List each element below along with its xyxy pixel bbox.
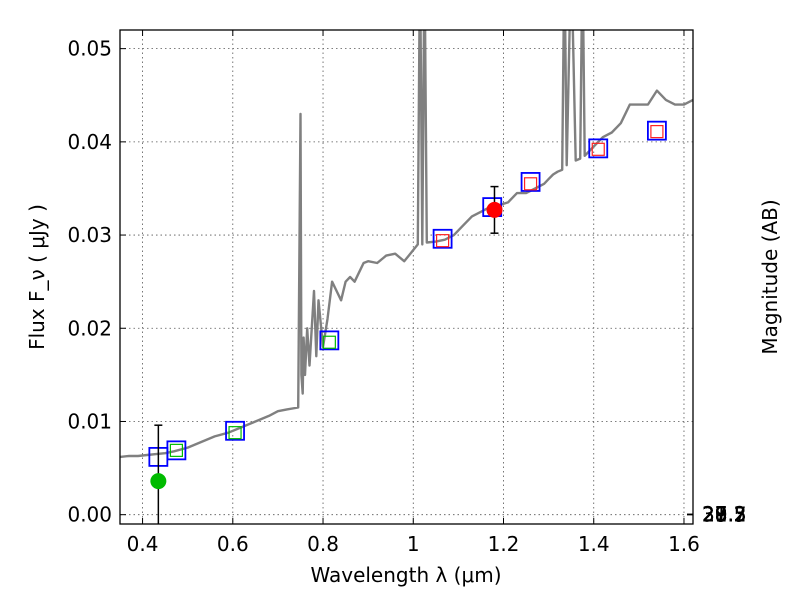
observed-point — [486, 201, 503, 218]
y-tick-label: 0.01 — [67, 409, 112, 433]
x-tick-label: 1 — [407, 532, 420, 556]
spectrum-line — [120, 30, 693, 459]
model-photometry-square — [647, 120, 667, 141]
y-tick-label: 0.04 — [67, 130, 112, 154]
model-photometry-square — [225, 420, 245, 441]
mag-tick-label: 28.2 — [702, 503, 747, 527]
mag-tick-label: 29 — [702, 503, 727, 527]
grid-lines — [120, 30, 693, 524]
y-tick-label: 0.05 — [67, 37, 112, 61]
x-axis-label: Wavelength λ (μm) — [310, 563, 501, 587]
filter-band-square — [228, 426, 242, 440]
y-tick-label: 0.00 — [67, 503, 112, 527]
x-tick-label: 1.6 — [668, 532, 700, 556]
model-photometry-square — [166, 440, 187, 461]
mag-tick-label: 28.5 — [702, 503, 747, 527]
model-photometry-square — [520, 172, 541, 192]
y-axis-label: Flux F_ν ( μJy ) — [25, 204, 49, 350]
x-tick-label: 0.6 — [217, 532, 249, 556]
mag-tick-label: 27.7 — [702, 502, 747, 526]
filter-band-square — [523, 177, 538, 191]
model-photometry-square — [319, 330, 340, 351]
filter-band-square — [591, 142, 605, 156]
axis-ticks: 0.4 0.6 0.8 1 1.2 1.4 1.6 0.00 0.01 0.02 0.03 0.04 0… — [67, 30, 747, 556]
x-tick-label: 0.8 — [307, 532, 339, 556]
x-tick-label: 1.2 — [488, 532, 520, 556]
mag-tick-label: 27.3 — [702, 502, 747, 526]
mag-tick-label: 27.5 — [702, 502, 747, 526]
mag-tick-label: 30 — [702, 503, 727, 527]
observed-point — [150, 473, 167, 490]
mag-tick-label: 28 — [702, 502, 727, 526]
plot-frame — [119, 29, 694, 525]
mag-tick-label: 27.2 — [702, 502, 747, 526]
model-photometry-square — [432, 228, 453, 249]
photometry-layer — [148, 120, 667, 524]
x-tick-label: 1.4 — [578, 532, 610, 556]
filter-band-square — [650, 124, 664, 139]
mag-tick-label: 31 — [702, 503, 727, 527]
filter-band-square — [322, 335, 336, 349]
y-axis-right-label: Magnitude (AB) — [758, 199, 782, 354]
x-tick-label: 0.4 — [127, 532, 159, 556]
filter-band-square — [169, 443, 183, 457]
filter-band-square — [435, 234, 450, 248]
y-tick-label: 0.02 — [67, 316, 112, 340]
y-tick-label: 0.03 — [67, 223, 112, 247]
model-photometry-square — [588, 138, 609, 159]
mag-tick-label: 29.5 — [702, 503, 747, 527]
spectrum-layer — [120, 30, 693, 459]
